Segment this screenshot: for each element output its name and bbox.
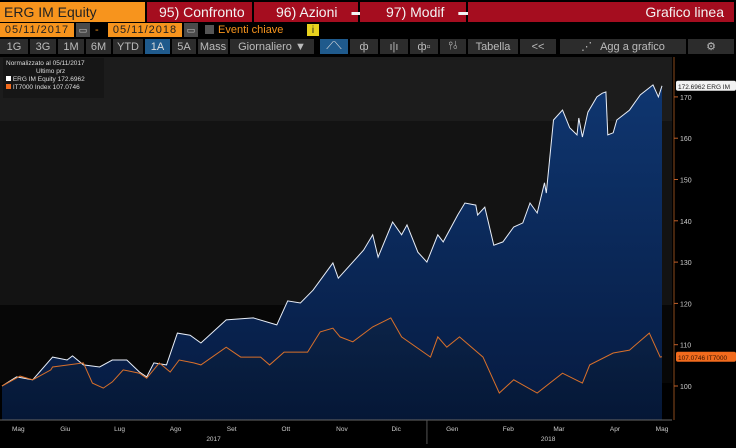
period-3g[interactable]: 3G (30, 39, 56, 54)
date-separator: - (95, 24, 99, 36)
year-label: 2017 (206, 436, 221, 443)
add-to-chart-label: Agg a grafico (600, 40, 665, 53)
edit-menu[interactable]: 97) Modif ▬ (360, 2, 469, 22)
ohlc-icon[interactable]: ф▫ (410, 39, 438, 54)
key-events-checkbox[interactable] (205, 25, 214, 34)
y-tick-label: 140 (680, 219, 692, 226)
period-1g[interactable]: 1G (0, 39, 28, 54)
series-line-1 (1, 317, 663, 394)
edit-label: 97) Modif (386, 4, 445, 20)
x-tick-label: Gen (446, 426, 459, 433)
x-tick-label: Mag (12, 426, 25, 433)
add-chart-icon: ⋰ (581, 41, 593, 53)
period-1a[interactable]: 1A (145, 39, 170, 54)
y-tick-label: 100 (680, 384, 692, 391)
x-tick-label: Feb (503, 426, 515, 433)
x-tick-label: Giu (60, 426, 71, 433)
series-area-1 (2, 317, 662, 420)
last-value-label: 172.6962 ERG IM (678, 84, 730, 91)
actions-label: 96) Azioni (276, 4, 338, 20)
x-tick-label: Apr (610, 426, 621, 433)
legend-item-erg[interactable]: ERG IM Equity 172.6962 (6, 76, 101, 84)
legend: Normalizzato al 05/11/2017 Ultimo prz ER… (3, 58, 104, 98)
last-value-label: 107.0746 IT7000 (678, 355, 728, 362)
start-date-input[interactable]: 05/11/2017 (0, 23, 74, 37)
collapse-button[interactable]: << (520, 39, 556, 54)
security-field[interactable]: ERG IM Equity (0, 2, 145, 22)
period-5a[interactable]: 5A (172, 39, 196, 54)
legend-swatch (6, 84, 11, 89)
bar-chart-icon[interactable]: ı|ı (380, 39, 408, 54)
x-tick-label: Nov (336, 426, 348, 433)
key-events-label: Eventi chiave (218, 23, 284, 36)
line-chart-icon[interactable]: ⟋⟍ (320, 39, 348, 54)
actions-menu[interactable]: 96) Azioni ▬ (254, 2, 362, 22)
period-ytd[interactable]: YTD (113, 39, 143, 54)
settings-button[interactable]: ⚙ (688, 39, 734, 54)
x-tick-label: Ott (282, 426, 291, 433)
legend-title: Normalizzato al 05/11/2017 (6, 60, 85, 67)
legend-value: 172.6962 (57, 76, 85, 83)
series-area-0 (2, 84, 662, 421)
hlc-icon[interactable]: ⫯⫰ (440, 39, 466, 54)
y-tick-label: 130 (680, 260, 692, 267)
legend-name: ERG IM Equity (12, 76, 56, 83)
frequency-select[interactable]: Giornaliero ▼ (230, 39, 314, 54)
x-tick-label: Mar (553, 426, 565, 433)
y-tick-label: 120 (680, 301, 692, 308)
calendar-icon[interactable]: ▭ (184, 23, 198, 37)
dropdown-icon: ▬ (351, 6, 362, 18)
legend-swatch (6, 76, 11, 81)
legend-item-it7000[interactable]: IT7000 Index 107.0746 (6, 84, 101, 92)
info-icon[interactable]: i (307, 24, 319, 36)
period-6m[interactable]: 6M (86, 39, 111, 54)
x-tick-label: Mag (656, 426, 669, 433)
period-mass[interactable]: Mass (198, 39, 228, 54)
compare-button[interactable]: 95) Confronto (147, 2, 252, 22)
x-tick-label: Ago (170, 426, 182, 433)
legend-name: IT7000 Index (12, 84, 51, 91)
calendar-icon[interactable]: ▭ (76, 23, 90, 37)
table-button[interactable]: Tabella (468, 39, 518, 54)
x-tick-label: Dic (391, 426, 401, 433)
end-date-input[interactable]: 05/11/2018 (108, 23, 182, 37)
dropdown-icon: ▬ (458, 6, 469, 18)
period-1m[interactable]: 1M (58, 39, 84, 54)
y-tick-label: 160 (680, 136, 692, 143)
candlestick-icon[interactable]: ф (350, 39, 378, 54)
series-line-0 (1, 84, 663, 387)
legend-value: 107.0746 (52, 84, 80, 91)
last-value-badge (676, 80, 736, 91)
add-to-chart-button[interactable]: ⋰ Agg a grafico (560, 39, 686, 54)
year-label: 2018 (541, 436, 556, 443)
y-tick-label: 110 (680, 343, 691, 350)
x-tick-label: Set (227, 426, 237, 433)
y-tick-label: 170 (680, 95, 692, 102)
band (0, 57, 672, 121)
last-value-badge (676, 351, 736, 362)
y-tick-label: 150 (680, 178, 692, 185)
legend-subtitle: Ultimo prz (36, 68, 66, 75)
chart-type-button[interactable]: Grafico linea (468, 2, 734, 22)
x-tick-label: Lug (114, 426, 125, 433)
